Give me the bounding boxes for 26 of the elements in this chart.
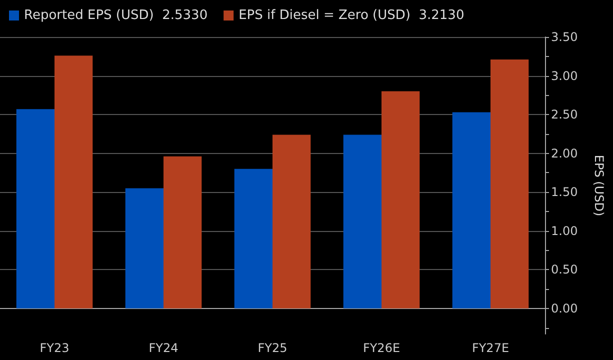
bar	[490, 59, 529, 308]
bar	[234, 168, 272, 308]
bar	[54, 56, 93, 308]
y-tick-label: 3.00	[551, 68, 578, 83]
bar	[343, 134, 382, 308]
x-tick-label: FY25	[258, 341, 288, 355]
y-axis-title: EPS (USD)	[592, 154, 606, 216]
legend-label: EPS if Diesel = Zero (USD) 3.2130	[238, 8, 464, 23]
y-tick-label: 3.50	[551, 30, 578, 44]
y-tick-label: 2.00	[551, 146, 578, 160]
x-tick-label: FY23	[40, 341, 70, 355]
bar	[382, 91, 420, 308]
x-tick-label: FY27E	[472, 341, 510, 355]
y-tick-label: 0.00	[551, 301, 578, 316]
bar	[452, 112, 490, 308]
y-tick-label: 1.00	[551, 224, 578, 238]
x-tick-label: FY26E	[362, 341, 400, 355]
legend-label: Reported EPS (USD) 2.5330	[24, 8, 208, 23]
x-tick-label: FY24	[148, 341, 178, 355]
y-tick-label: 0.50	[551, 262, 578, 277]
bar	[16, 109, 54, 308]
bar	[125, 188, 164, 308]
bar	[272, 134, 311, 308]
y-tick-label: 1.50	[551, 185, 578, 200]
y-tick-label: 2.50	[551, 108, 578, 122]
bar	[164, 156, 202, 308]
